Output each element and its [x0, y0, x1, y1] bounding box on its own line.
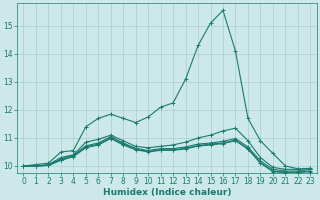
X-axis label: Humidex (Indice chaleur): Humidex (Indice chaleur): [103, 188, 231, 197]
